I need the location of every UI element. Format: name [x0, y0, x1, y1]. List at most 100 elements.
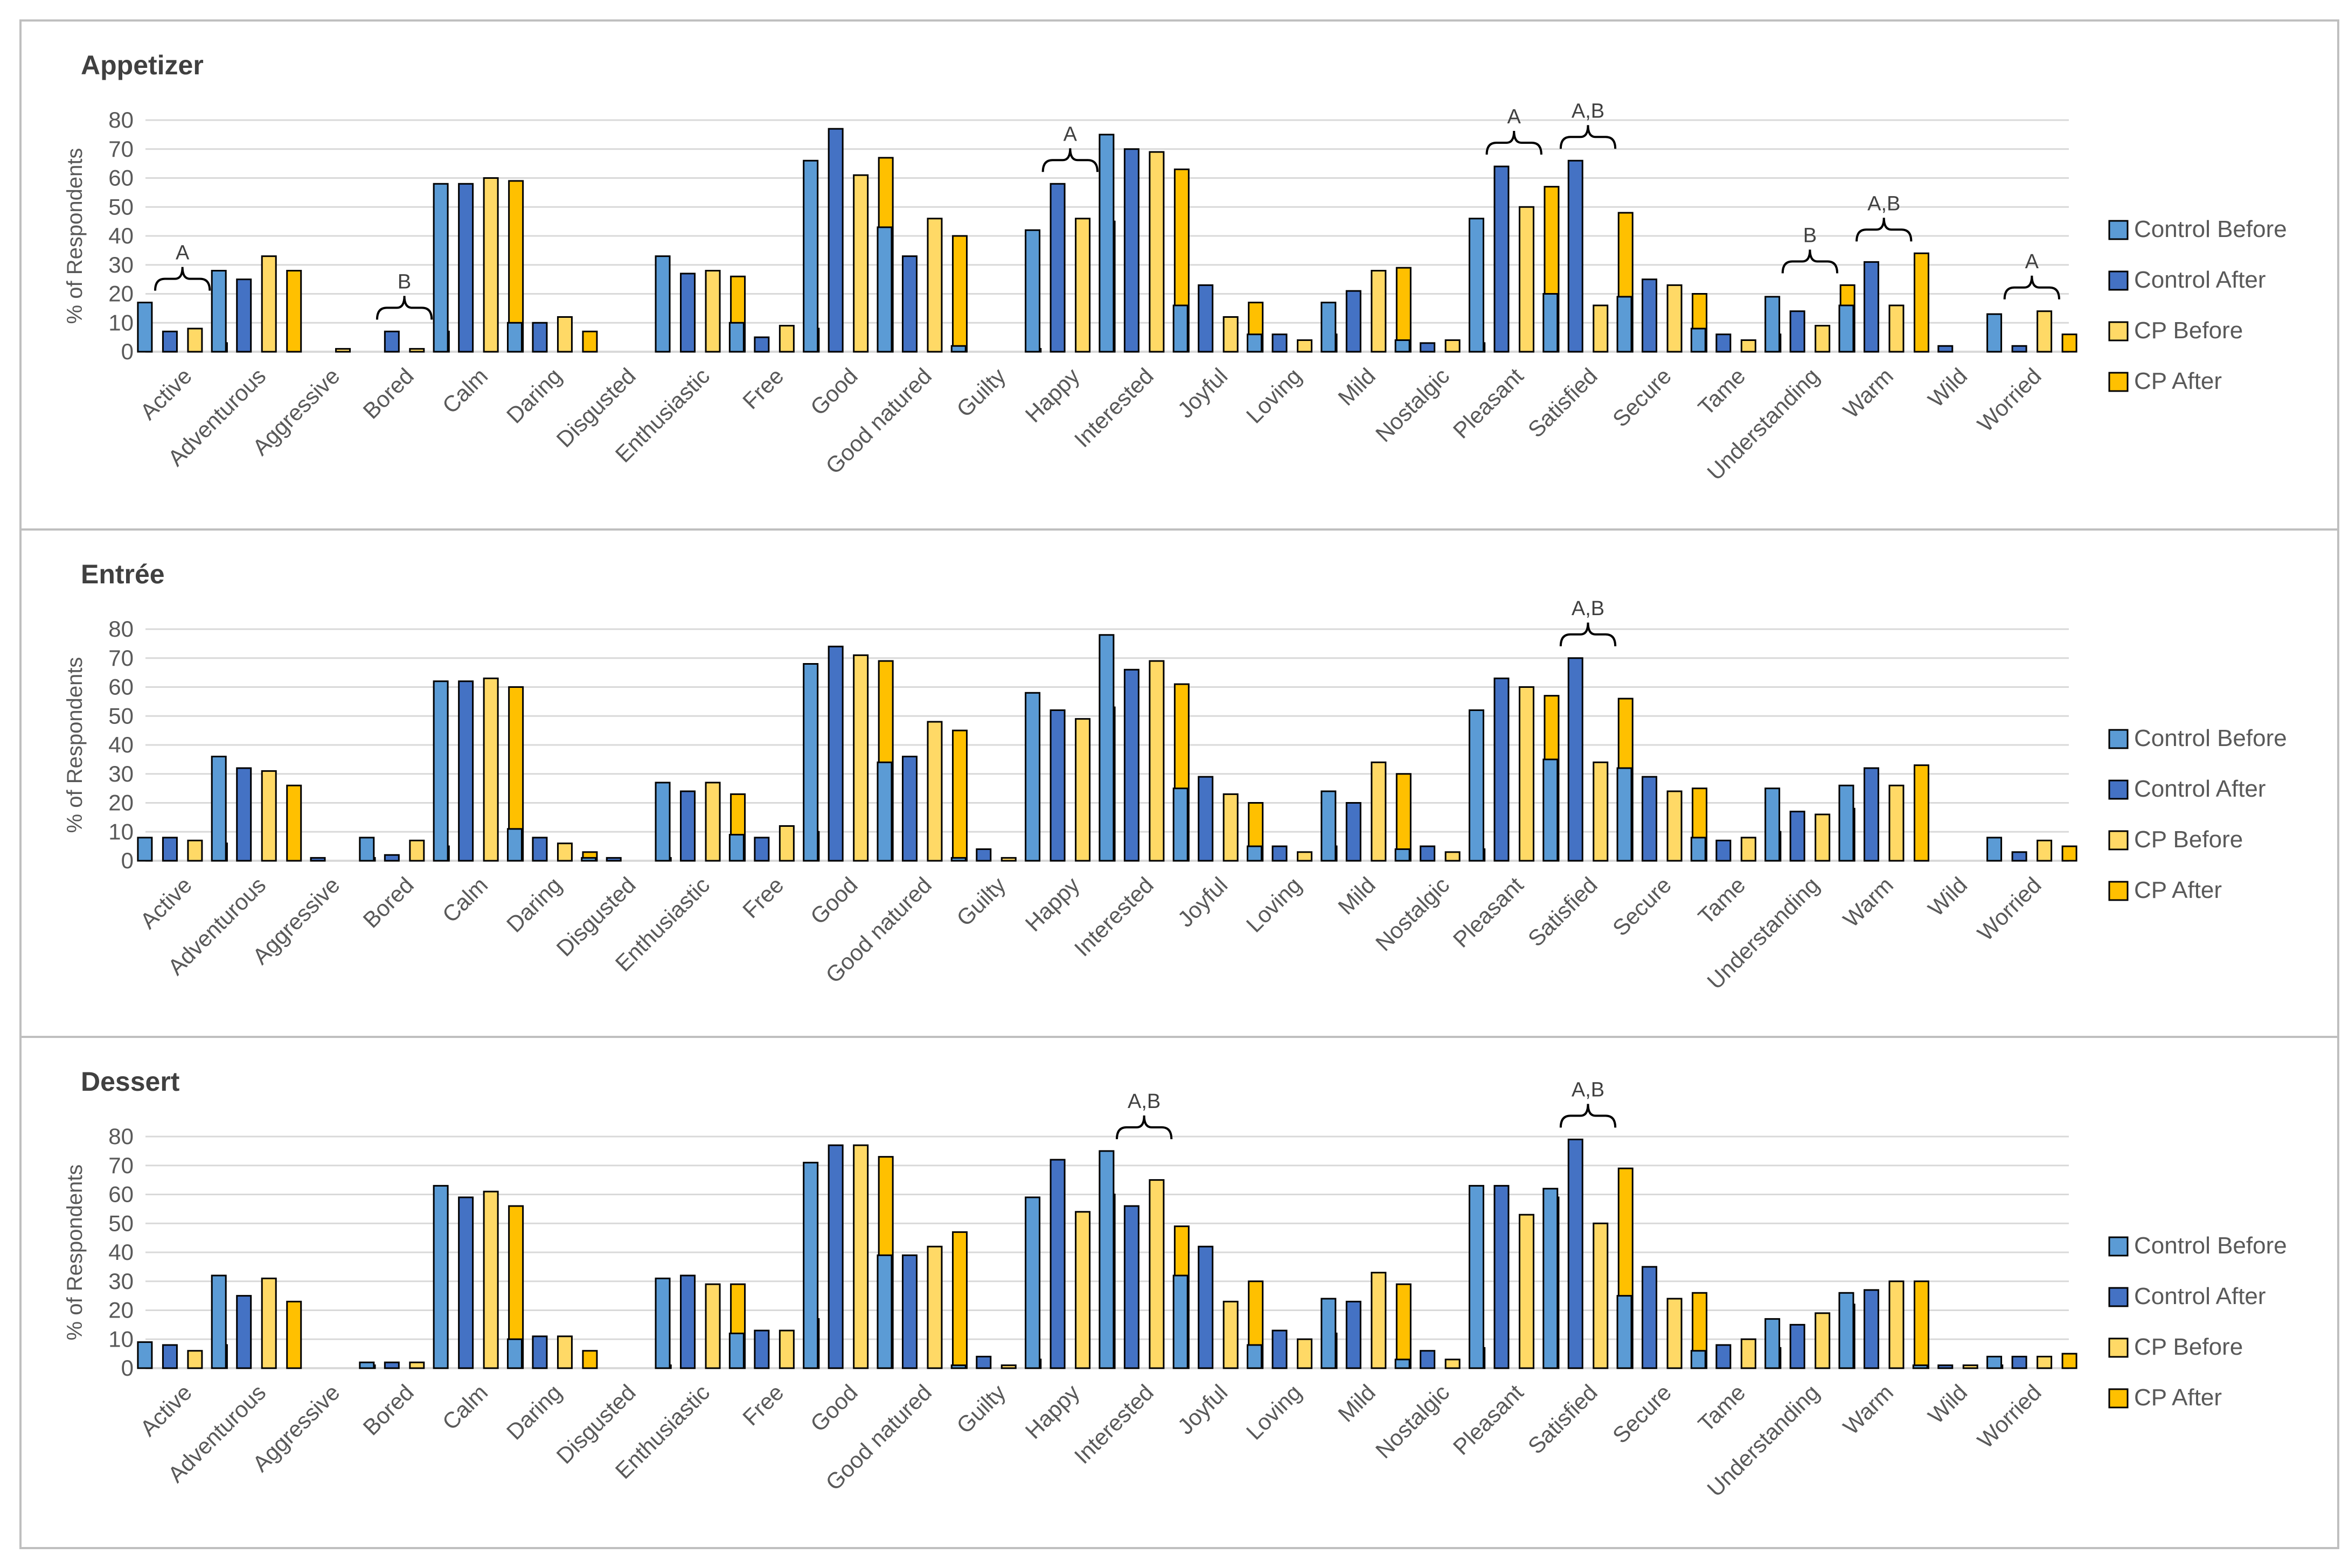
- significance-brace: [1485, 130, 1542, 155]
- bar-cp-before-warm: [1888, 1280, 1905, 1369]
- bar-control-after-good-natured: [901, 1254, 918, 1369]
- bar-control-after-daring: [532, 837, 548, 862]
- category-label: Interested: [1069, 1379, 1158, 1468]
- category-label: Happy: [1020, 872, 1085, 936]
- bar-control-after-pleasant: [1493, 165, 1510, 353]
- bar-cp-before-worried: [2037, 310, 2053, 353]
- y-tick-label: 70: [108, 645, 134, 671]
- category-label: Wild: [1923, 872, 1972, 921]
- bar-control-after-happy: [1050, 183, 1066, 353]
- y-tick-label: 50: [108, 194, 134, 219]
- bar-control-after-warm: [1863, 261, 1879, 353]
- y-tick-label: 30: [108, 252, 134, 277]
- category-label: Wild: [1923, 1379, 1972, 1428]
- legend-label-cp-after: CP After: [2134, 368, 2222, 394]
- bar-cp-before-secure: [1666, 284, 1683, 353]
- category-label: Daring: [502, 363, 567, 428]
- bar-cp-before-calm: [483, 677, 499, 862]
- bar-cp-after-worried: [2061, 333, 2077, 353]
- bar-control-after-enthusiastic: [680, 273, 696, 353]
- category-label: Mild: [1333, 363, 1380, 410]
- bar-control-before-guilty: [950, 857, 967, 862]
- bar-control-before-interested: [1099, 634, 1115, 862]
- bar-cp-before-guilty: [1000, 857, 1017, 862]
- significance-brace: [1041, 148, 1099, 172]
- bar-control-before-calm: [433, 1184, 449, 1369]
- bar-cp-before-guilty: [1000, 1364, 1017, 1369]
- bar-cp-before-happy: [1075, 718, 1091, 862]
- bar-control-after-calm: [458, 183, 474, 353]
- bar-control-after-warm: [1863, 767, 1879, 862]
- bar-control-before-nostalgic: [1394, 339, 1410, 353]
- bar-control-before-adventurous: [211, 270, 227, 353]
- bar-cp-before-understanding: [1815, 813, 1831, 862]
- bar-control-after-calm: [458, 1196, 474, 1369]
- legend-label-control-after: Control After: [2134, 776, 2266, 802]
- bar-cp-before-daring: [557, 1335, 573, 1369]
- y-tick-label: 10: [108, 1326, 134, 1351]
- bar-control-before-pleasant: [1468, 1184, 1484, 1369]
- category-label: Secure: [1608, 872, 1676, 940]
- bar-control-after-free: [754, 336, 770, 353]
- bar-control-after-wild: [1937, 1364, 1954, 1369]
- bar-cp-after-mild: [1395, 1283, 1412, 1369]
- category-label: Worried: [1972, 872, 2046, 946]
- bar-control-after-mild: [1345, 290, 1361, 353]
- y-tick-label: 20: [108, 281, 134, 306]
- bar-control-after-bored: [384, 854, 400, 862]
- bar-cp-after-worried: [2061, 1353, 2077, 1369]
- category-label: Free: [738, 872, 788, 923]
- bar-control-before-enthusiastic: [655, 255, 671, 353]
- bar-cp-before-tame: [1740, 1338, 1756, 1369]
- bar-control-before-good-natured: [877, 1254, 893, 1369]
- category-label: Nostalgic: [1371, 872, 1454, 956]
- significance-label: A: [2025, 250, 2039, 273]
- y-tick-label: 60: [108, 1182, 134, 1207]
- bar-control-before-guilty: [950, 1364, 967, 1369]
- category-label: Loving: [1241, 363, 1306, 428]
- bar-control-after-pleasant: [1493, 677, 1510, 862]
- bar-control-before-active: [137, 837, 153, 862]
- bar-control-after-secure: [1642, 278, 1658, 353]
- bar-cp-before-happy: [1075, 218, 1091, 353]
- bar-control-before-satisfied: [1542, 1188, 1559, 1369]
- bar-control-before-pleasant: [1468, 709, 1484, 862]
- bar-control-after-free: [754, 1329, 770, 1369]
- y-tick-label: 30: [108, 1269, 134, 1294]
- category-label: Active: [135, 872, 197, 933]
- significance-label: A,B: [1572, 1078, 1604, 1101]
- significance-brace: [1781, 249, 1839, 274]
- bar-control-after-disgusted: [606, 857, 622, 862]
- bar-cp-before-interested: [1149, 1179, 1165, 1369]
- category-label: Bored: [358, 363, 418, 423]
- bar-control-before-nostalgic: [1394, 848, 1410, 862]
- bar-control-after-guilty: [976, 1356, 992, 1369]
- category-label: Daring: [502, 872, 567, 937]
- category-label: Wild: [1923, 363, 1972, 412]
- bar-control-after-pleasant: [1493, 1184, 1510, 1369]
- bar-control-after-nostalgic: [1420, 342, 1436, 353]
- bar-control-before-enthusiastic: [655, 782, 671, 862]
- bar-cp-before-adventurous: [261, 770, 277, 862]
- bar-control-before-happy: [1025, 1196, 1041, 1369]
- bar-cp-before-enthusiastic: [705, 1283, 721, 1369]
- y-tick-label: 80: [108, 616, 134, 642]
- significance-label: A,B: [1128, 1090, 1160, 1113]
- significance-label: A: [176, 242, 190, 264]
- bar-control-before-disgusted: [581, 857, 597, 862]
- significance-label: A,B: [1867, 192, 1900, 215]
- bar-cp-before-free: [779, 1329, 795, 1369]
- bar-control-after-calm: [458, 680, 474, 862]
- legend-swatch-control-after: [2108, 270, 2129, 291]
- bar-control-after-active: [162, 330, 178, 353]
- category-label: Guilty: [951, 1379, 1010, 1438]
- bar-control-after-satisfied: [1567, 657, 1583, 862]
- bar-cp-before-pleasant: [1518, 1214, 1534, 1369]
- category-label: Warm: [1838, 363, 1898, 423]
- bar-control-after-tame: [1715, 1344, 1732, 1369]
- bar-control-before-mild: [1321, 302, 1337, 353]
- category-label: Calm: [437, 363, 493, 419]
- bar-cp-before-happy: [1075, 1211, 1091, 1369]
- significance-brace: [376, 296, 433, 320]
